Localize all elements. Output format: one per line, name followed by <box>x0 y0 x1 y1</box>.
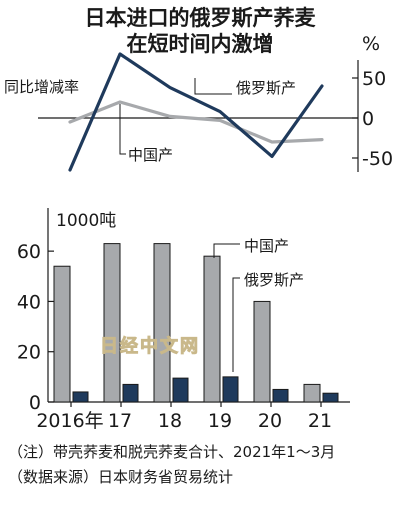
leader-line-russia <box>194 78 232 95</box>
y-tick-label: 0 <box>362 108 374 130</box>
bar-china <box>153 243 171 403</box>
bar-russia <box>122 383 139 403</box>
bar-russia <box>172 377 189 403</box>
watermark: 日经中文网 <box>100 335 200 357</box>
x-tick-label: 17 <box>108 410 132 432</box>
series-line-china <box>68 100 324 144</box>
bar-china <box>53 265 71 403</box>
bar-china <box>253 300 271 403</box>
y-tick-label: 50 <box>362 68 386 90</box>
leader-line-china <box>119 104 126 155</box>
bar-china <box>303 383 321 403</box>
y-tick-label: 20 <box>17 342 41 364</box>
series-line-russia <box>68 52 324 172</box>
series-label-russia: 俄罗斯产 <box>236 79 296 97</box>
chart-title-line-2: 在短时间内激增 <box>126 32 274 56</box>
y-axis-label: 同比增减率 <box>4 78 79 96</box>
y-tick-label: 60 <box>17 241 41 263</box>
footnote: （注）带壳荞麦和脱壳荞麦合计、2021年1～3月 <box>8 443 336 461</box>
y-tick-label: -50 <box>362 148 393 170</box>
leader-line-china <box>213 243 240 258</box>
y-unit-label: % <box>362 33 380 55</box>
x-tick-label: 19 <box>208 410 232 432</box>
series-label-china: 中国产 <box>128 146 173 164</box>
x-tick-label: 18 <box>158 410 182 432</box>
y-tick-label: 0 <box>29 392 41 414</box>
y-unit-label: 1000吨 <box>56 211 116 231</box>
x-tick-label: 2016年 <box>36 410 103 432</box>
bar-china <box>203 255 221 403</box>
x-tick-label: 20 <box>258 410 282 432</box>
leader-line-russia <box>232 277 240 372</box>
bar-russia <box>272 388 289 403</box>
legend-label-russia: 俄罗斯产 <box>244 271 304 289</box>
chart-title-line-1: 日本进口的俄罗斯产荞麦 <box>84 6 316 30</box>
bar-russia <box>72 391 89 403</box>
legend-label-china: 中国产 <box>244 237 289 255</box>
bar-china <box>103 243 121 403</box>
source-note: （数据来源）日本财务省贸易统计 <box>8 468 234 486</box>
bar-russia <box>222 376 239 403</box>
y-tick-label: 40 <box>17 291 41 313</box>
x-tick-label: 21 <box>308 410 332 432</box>
bar-russia <box>322 392 339 403</box>
